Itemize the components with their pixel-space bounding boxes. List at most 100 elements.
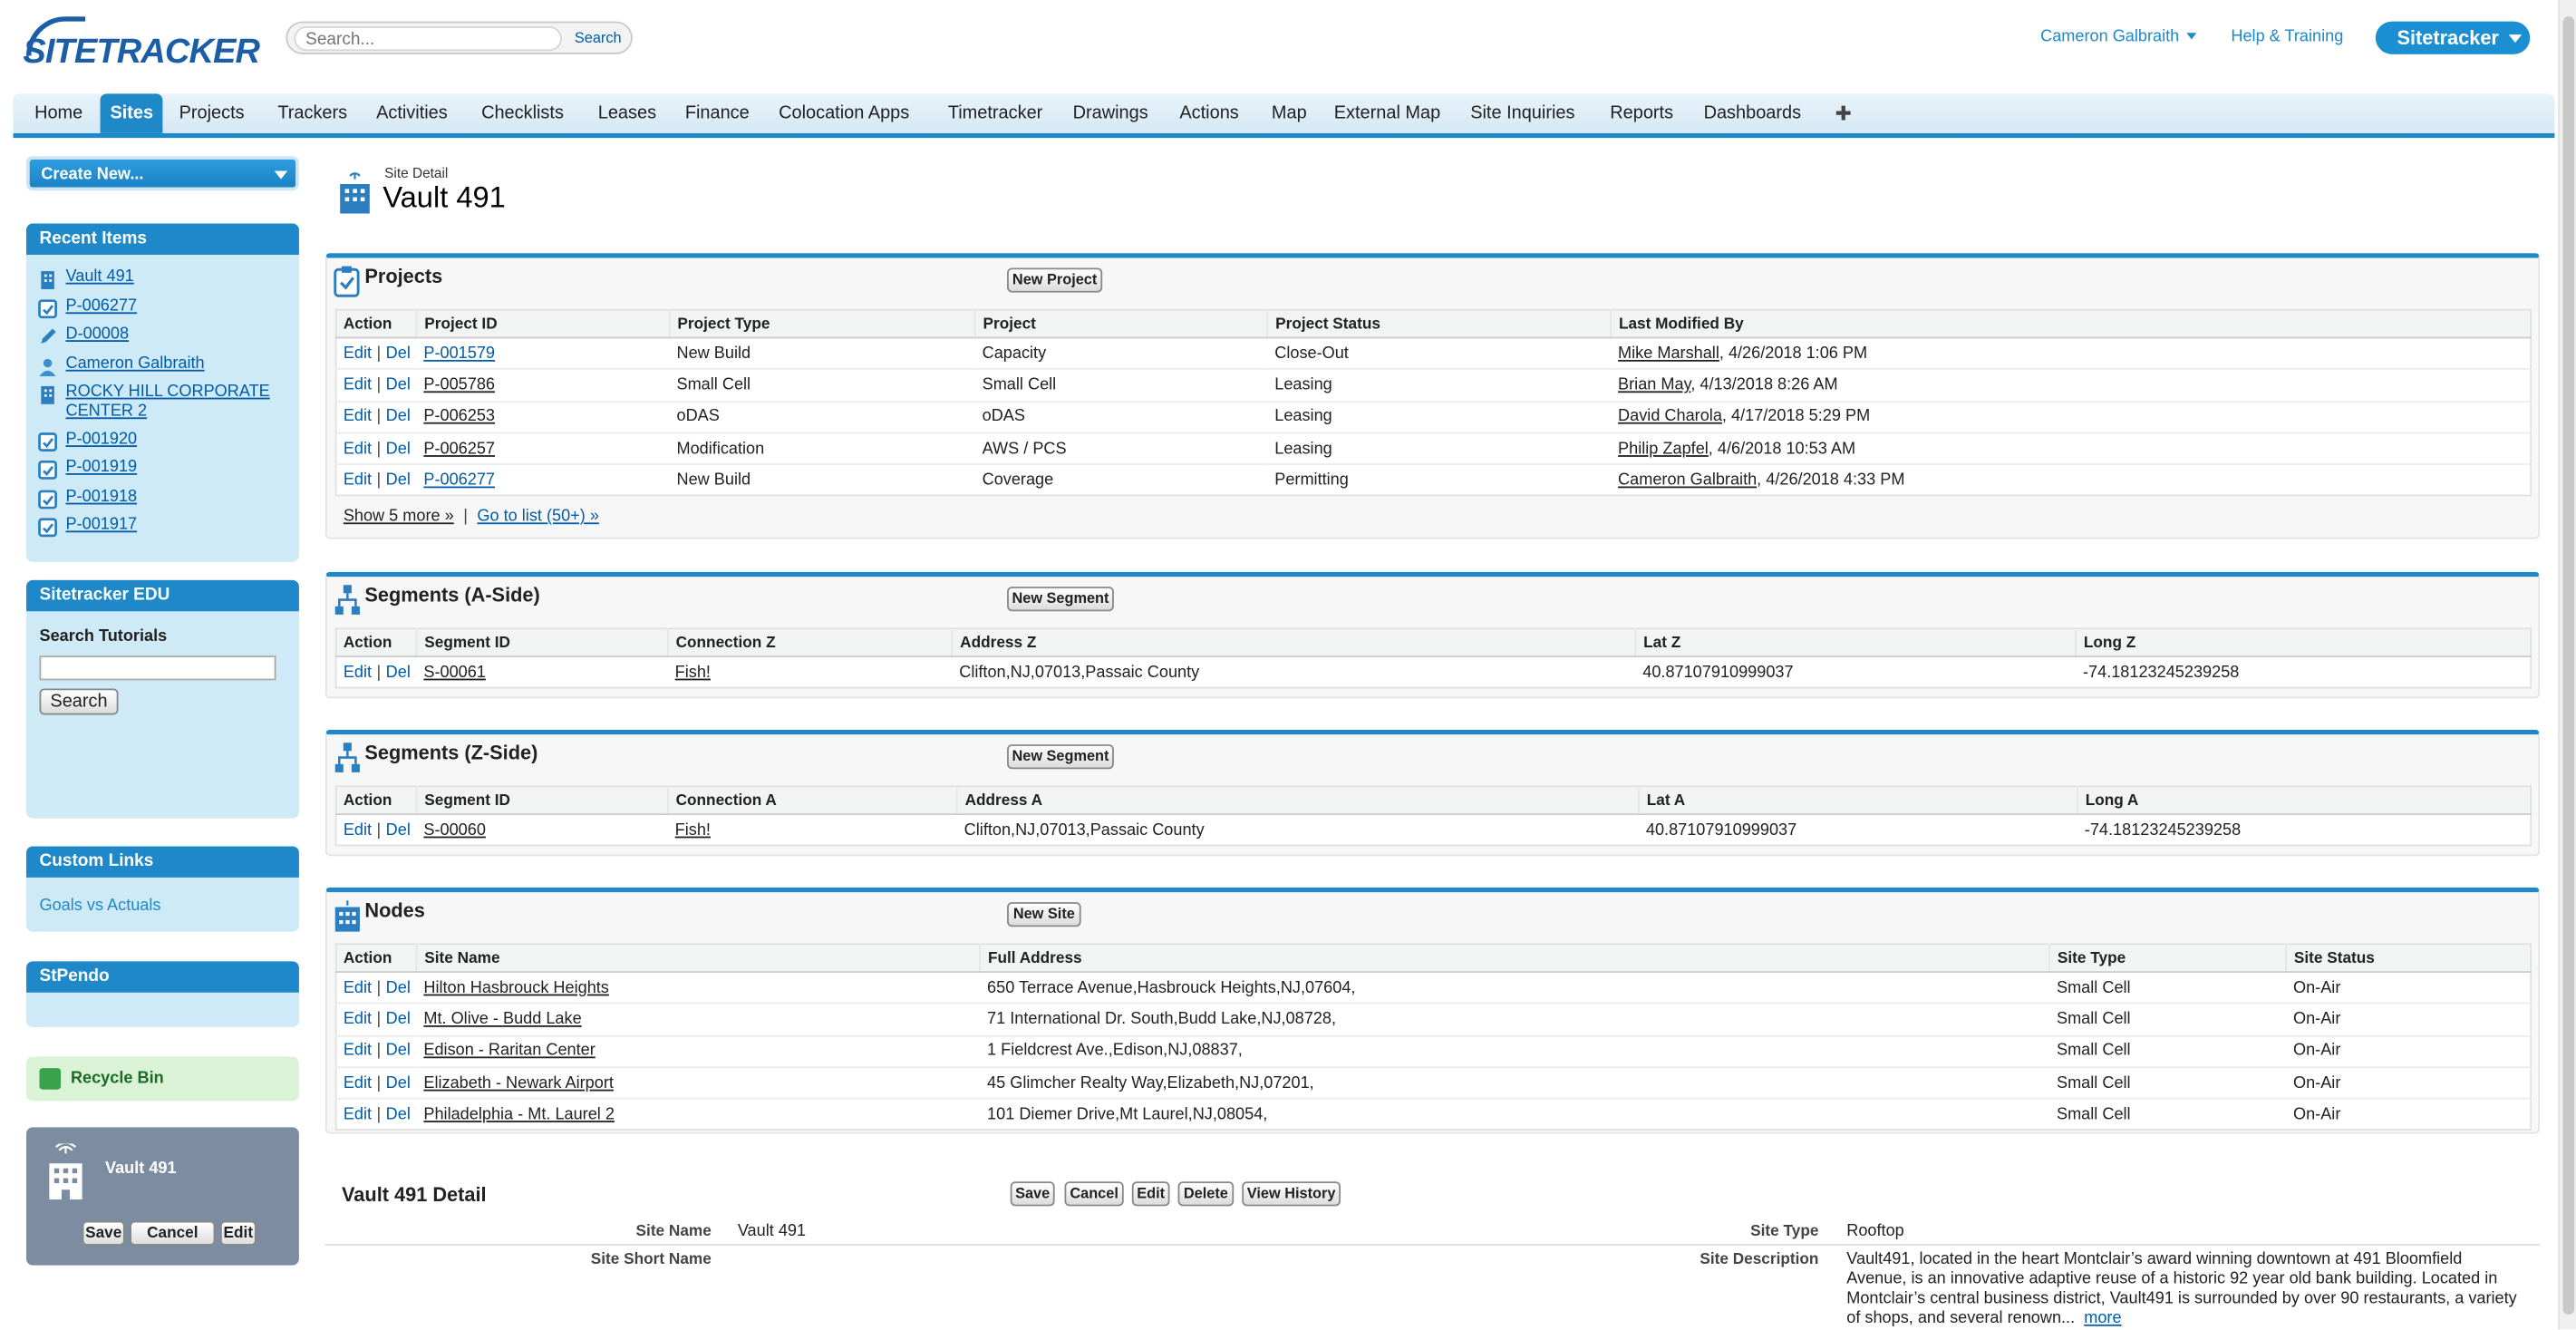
column-header[interactable]: Segment ID	[416, 628, 669, 657]
scrollbar[interactable]	[2558, 0, 2576, 1330]
delete-link[interactable]: Del	[385, 1042, 411, 1061]
project-id-link[interactable]: P-005786	[423, 375, 495, 394]
app-menu-button[interactable]: Sitetracker	[2375, 21, 2531, 54]
show-more-link[interactable]: Show 5 more »	[343, 508, 454, 526]
site-name-link[interactable]: Elizabeth - Newark Airport	[423, 1073, 614, 1092]
site-name-link[interactable]: Edison - Raritan Center	[423, 1042, 596, 1061]
edit-link[interactable]: Edit	[343, 1010, 373, 1029]
save-button[interactable]: Save	[1010, 1181, 1055, 1207]
new-project-button[interactable]: New Project	[1007, 267, 1103, 293]
column-header[interactable]: Project ID	[416, 309, 671, 339]
edit-link[interactable]: Edit	[343, 344, 373, 363]
tab-drawings[interactable]: Drawings	[1072, 103, 1148, 123]
column-header[interactable]: Site Status	[2285, 944, 2532, 973]
column-header[interactable]: Project Type	[669, 309, 976, 339]
user-menu[interactable]: Cameron Galbraith	[2040, 28, 2198, 46]
widget-save-button[interactable]: Save	[82, 1220, 125, 1246]
scrollbar-thumb[interactable]	[2562, 16, 2575, 1315]
tab-home[interactable]: Home	[34, 103, 83, 123]
column-header[interactable]: Connection A	[667, 786, 958, 815]
sitetracker-logo[interactable]: SITETRACKER	[20, 16, 260, 73]
delete-link[interactable]: Del	[385, 439, 411, 458]
cancel-button[interactable]: Cancel	[1064, 1181, 1124, 1207]
delete-link[interactable]: Del	[385, 663, 411, 682]
go-to-list-link[interactable]: Go to list (50+) »	[477, 508, 599, 526]
delete-link[interactable]: Del	[385, 1010, 411, 1029]
segment-id-link[interactable]: S-00060	[423, 820, 486, 840]
tab-dashboards[interactable]: Dashboards	[1703, 103, 1802, 123]
delete-link[interactable]: Del	[385, 820, 411, 840]
tab-site-inquiries[interactable]: Site Inquiries	[1470, 103, 1575, 123]
edit-button[interactable]: Edit	[1131, 1181, 1170, 1207]
recent-item-link[interactable]: ROCKY HILL CORPORATE CENTER 2	[65, 383, 270, 421]
delete-button[interactable]: Delete	[1177, 1181, 1235, 1207]
search-button[interactable]: Search	[574, 29, 622, 46]
new-segment-button[interactable]: New Segment	[1007, 744, 1114, 770]
column-header[interactable]: Last Modified By	[1610, 309, 2532, 339]
edit-link[interactable]: Edit	[343, 407, 373, 426]
search-input[interactable]	[294, 26, 562, 52]
view-history-button[interactable]: View History	[1242, 1181, 1341, 1207]
tab-colocation-apps[interactable]: Colocation Apps	[779, 103, 910, 123]
column-header[interactable]: Project	[974, 309, 1268, 339]
recent-item-link[interactable]: P-001919	[65, 458, 138, 477]
recent-item-link[interactable]: Cameron Galbraith	[65, 354, 205, 374]
column-header[interactable]: Segment ID	[416, 786, 669, 815]
delete-link[interactable]: Del	[385, 407, 411, 426]
edit-link[interactable]: Edit	[343, 375, 373, 394]
new-site-button[interactable]: New Site	[1007, 902, 1081, 927]
column-header[interactable]: Address A	[956, 786, 1640, 815]
site-name-link[interactable]: Mt. Olive - Budd Lake	[423, 1010, 582, 1029]
delete-link[interactable]: Del	[385, 375, 411, 394]
tab-checklists[interactable]: Checklists	[481, 103, 564, 123]
edit-link[interactable]: Edit	[343, 439, 373, 458]
site-name-link[interactable]: Philadelphia - Mt. Laurel 2	[423, 1105, 615, 1124]
connection-link[interactable]: Fish!	[674, 820, 711, 840]
recent-item-link[interactable]: P-001918	[65, 488, 138, 507]
column-header[interactable]: Site Type	[2048, 944, 2287, 973]
user-link[interactable]: Mike Marshall	[1618, 344, 1719, 363]
edit-link[interactable]: Edit	[343, 1042, 373, 1061]
column-header[interactable]: Long Z	[2075, 628, 2532, 657]
tab-projects[interactable]: Projects	[179, 103, 245, 123]
site-name-link[interactable]: Hilton Hasbrouck Heights	[423, 978, 609, 997]
widget-cancel-button[interactable]: Cancel	[130, 1220, 216, 1246]
widget-edit-button[interactable]: Edit	[219, 1220, 257, 1246]
more-link[interactable]: more	[2084, 1309, 2122, 1328]
connection-link[interactable]: Fish!	[674, 663, 711, 682]
recycle-bin-link[interactable]: Recycle Bin	[26, 1056, 299, 1102]
edit-link[interactable]: Edit	[343, 471, 373, 490]
tab-leases[interactable]: Leases	[597, 103, 657, 123]
tab-reports[interactable]: Reports	[1610, 103, 1674, 123]
recent-item-link[interactable]: P-001917	[65, 516, 138, 535]
column-header[interactable]: Lat Z	[1635, 628, 2077, 657]
custom-link-goals-vs-actuals[interactable]: Goals vs Actuals	[39, 897, 161, 916]
tab-finance[interactable]: Finance	[684, 103, 750, 123]
user-link[interactable]: Brian May	[1618, 375, 1691, 394]
new-segment-button[interactable]: New Segment	[1007, 587, 1114, 612]
column-header[interactable]: Long A	[2077, 786, 2532, 815]
search-tutorials-button[interactable]: Search	[39, 688, 119, 715]
recent-item-link[interactable]: D-00008	[65, 325, 130, 344]
delete-link[interactable]: Del	[385, 1105, 411, 1124]
project-id-link[interactable]: P-006257	[423, 439, 495, 458]
tab-actions[interactable]: Actions	[1179, 103, 1239, 123]
segment-id-link[interactable]: S-00061	[423, 663, 486, 682]
edit-link[interactable]: Edit	[343, 978, 373, 997]
column-header[interactable]: Project Status	[1267, 309, 1612, 339]
tab-sites[interactable]: Sites	[100, 93, 163, 133]
tab-activities[interactable]: Activities	[376, 103, 448, 123]
tab-trackers[interactable]: Trackers	[277, 103, 348, 123]
delete-link[interactable]: Del	[385, 1073, 411, 1092]
help-training-link[interactable]: Help & Training	[2231, 27, 2344, 46]
project-id-link[interactable]: P-006253	[423, 407, 495, 426]
tab-timetracker[interactable]: Timetracker	[947, 103, 1043, 123]
add-tab-icon[interactable]: ✚	[1835, 102, 1852, 125]
column-header[interactable]: Full Address	[979, 944, 2050, 973]
tab-map[interactable]: Map	[1271, 103, 1307, 123]
recent-item-link[interactable]: Vault 491	[65, 267, 134, 286]
edit-link[interactable]: Edit	[343, 1073, 373, 1092]
search-tutorials-input[interactable]	[39, 655, 276, 681]
delete-link[interactable]: Del	[385, 471, 411, 490]
user-link[interactable]: Philip Zapfel	[1618, 439, 1709, 458]
